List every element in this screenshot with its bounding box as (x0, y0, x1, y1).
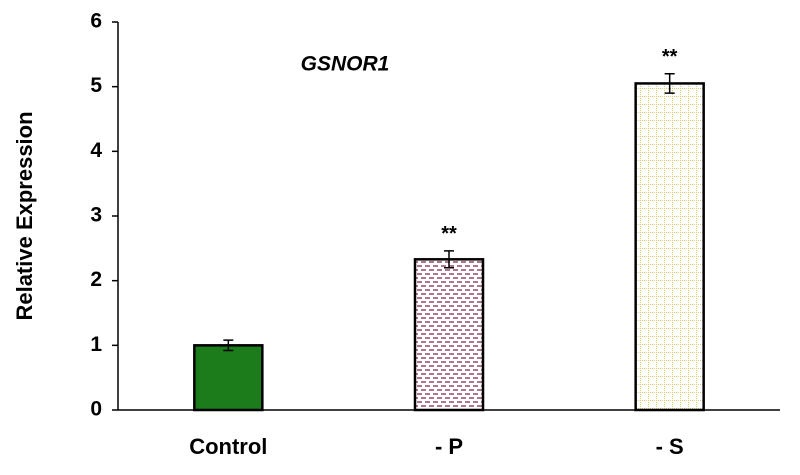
error-bar (223, 339, 234, 352)
bar (634, 82, 705, 412)
significance-label: ** (662, 46, 678, 68)
y-axis-label: Relative Expression (12, 111, 37, 320)
bar (193, 344, 264, 412)
y-tick-label: 5 (90, 74, 102, 97)
error-bar (664, 72, 675, 94)
y-tick-label: 3 (90, 204, 102, 227)
y-tick-label: 4 (90, 139, 102, 162)
y-tick-label: 2 (90, 268, 102, 291)
y-tick-label: 1 (90, 333, 102, 356)
x-tick-label: Control (189, 434, 267, 459)
error-bar (444, 250, 454, 269)
y-tick-label: 6 (90, 10, 102, 33)
x-tick-label: - P (435, 434, 463, 459)
x-tick-label: - S (656, 434, 684, 459)
bar (413, 258, 485, 412)
significance-label: ** (441, 223, 457, 245)
y-tick-label: 0 (90, 398, 102, 421)
chart-title: GSNOR1 (301, 53, 390, 76)
